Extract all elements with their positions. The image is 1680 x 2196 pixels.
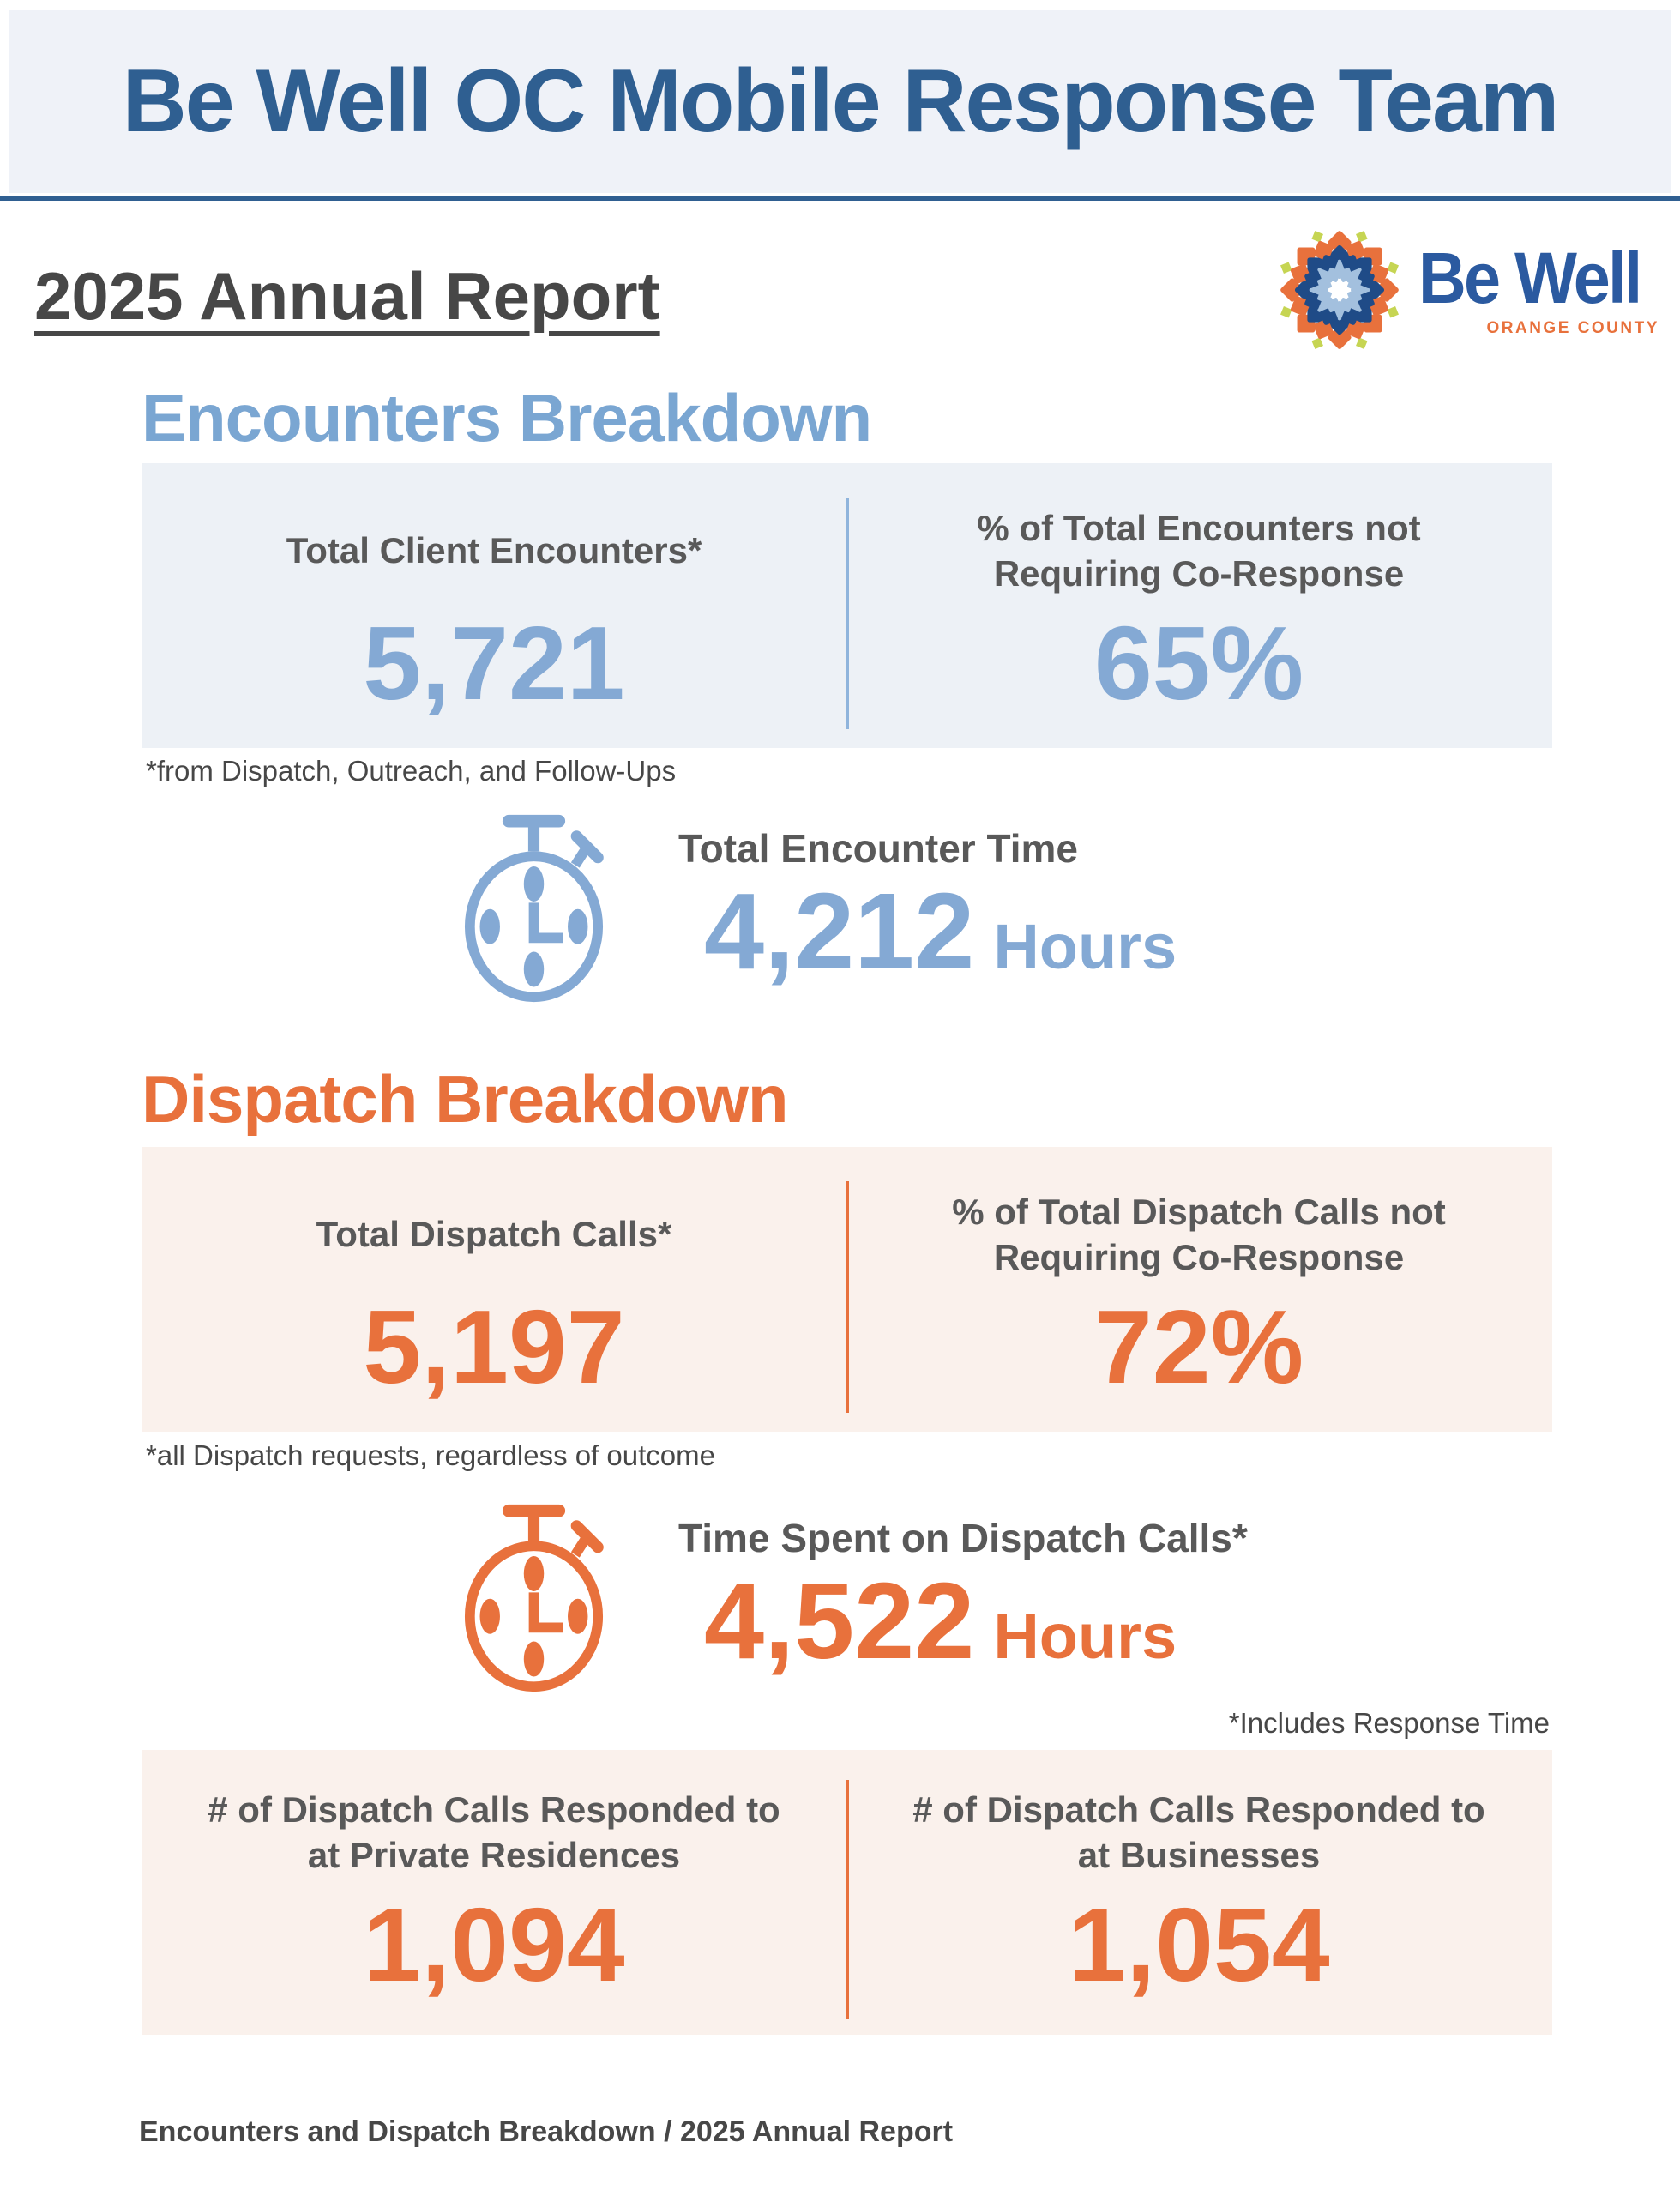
card-divider (846, 1780, 849, 2019)
encounters-heading: Encounters Breakdown (142, 380, 872, 455)
dispatch-locations-card: # of Dispatch Calls Responded to at Priv… (142, 1750, 1552, 2035)
header-band: Be Well OC Mobile Response Team (9, 10, 1671, 193)
card-divider (846, 1181, 849, 1413)
stat-value: 5,197 (363, 1288, 625, 1405)
stat-dispatch-no-coresponse: % of Total Dispatch Calls not Requiring … (846, 1147, 1551, 1432)
time-stat-value: 4,212 (704, 871, 975, 992)
bewell-logo: Be Well ORANGE COUNTY (1274, 225, 1659, 355)
page-title: Be Well OC Mobile Response Team (122, 51, 1560, 151)
stat-value: 1,094 (363, 1886, 625, 2003)
stat-label: % of Total Dispatch Calls not Requiring … (952, 1191, 1446, 1277)
dispatch-stats-card: Total Dispatch Calls* 5,197 % of Total D… (142, 1147, 1552, 1432)
dispatch-time-footnote: *Includes Response Time (1228, 1707, 1550, 1739)
page-footer: Encounters and Dispatch Breakdown / 2025… (139, 2115, 954, 2148)
stopwatch-icon (464, 814, 604, 1003)
dispatch-heading: Dispatch Breakdown (142, 1061, 789, 1137)
stat-value: 65% (1093, 605, 1304, 721)
encounter-time-content: Total Encounter Time 4,212 Hours (678, 810, 1177, 988)
stat-total-dispatch-calls: Total Dispatch Calls* 5,197 (142, 1147, 846, 1432)
time-stat-value: 4,522 (704, 1560, 975, 1681)
encounters-stats-card: Total Client Encounters* 5,721 % of Tota… (142, 463, 1552, 748)
encounter-time-stat: Total Encounter Time 4,212 Hours (446, 810, 1177, 1007)
stat-total-client-encounters: Total Client Encounters* 5,721 (142, 463, 846, 748)
stat-calls-private-residences: # of Dispatch Calls Responded to at Priv… (142, 1750, 846, 2035)
time-stat-unit: Hours (993, 911, 1177, 982)
time-stat-label: Total Encounter Time (678, 826, 1079, 871)
stopwatch-icon (464, 1504, 604, 1692)
dispatch-time-content: Time Spent on Dispatch Calls* 4,522 Hour… (678, 1499, 1248, 1678)
dispatch-time-stat: Time Spent on Dispatch Calls* 4,522 Hour… (446, 1499, 1248, 1697)
header-divider (0, 196, 1680, 201)
bewell-tagline: ORANGE COUNTY (1486, 319, 1659, 337)
stat-label: Total Dispatch Calls* (316, 1214, 672, 1255)
card-divider (846, 498, 849, 729)
stat-calls-businesses: # of Dispatch Calls Responded to at Busi… (846, 1750, 1551, 2035)
stat-label: # of Dispatch Calls Responded to at Busi… (912, 1789, 1485, 1875)
stat-encounters-no-coresponse: % of Total Encounters not Requiring Co-R… (846, 463, 1551, 748)
time-stat-unit: Hours (993, 1601, 1177, 1672)
encounters-footnote: *from Dispatch, Outreach, and Follow-Ups (146, 755, 677, 787)
stat-label: Total Client Encounters* (286, 530, 702, 571)
bewell-logo-text: Be Well ORANGE COUNTY (1418, 242, 1659, 338)
time-stat-label: Time Spent on Dispatch Calls* (678, 1516, 1248, 1560)
stat-value: 1,054 (1068, 1886, 1330, 2003)
stat-value: 72% (1093, 1288, 1304, 1405)
dispatch-footnote: *all Dispatch requests, regardless of ou… (146, 1439, 715, 1471)
report-subtitle: 2025 Annual Report (34, 258, 660, 334)
stat-value: 5,721 (363, 605, 625, 721)
bewell-wordmark: Be Well (1418, 238, 1642, 318)
bewell-mandala-icon (1275, 226, 1404, 354)
stat-label: # of Dispatch Calls Responded to at Priv… (208, 1789, 780, 1875)
stat-label: % of Total Encounters not Requiring Co-R… (977, 507, 1421, 594)
